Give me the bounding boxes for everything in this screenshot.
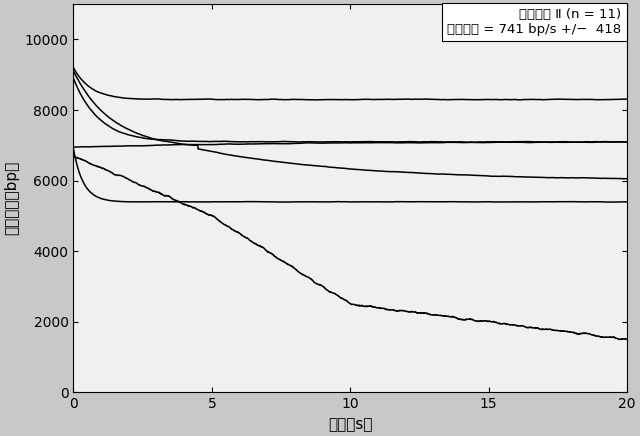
Text: 完全頭部 Ⅱ (n = 11)
平均速度 = 741 bp/s +/−  418: 完全頭部 Ⅱ (n = 11) 平均速度 = 741 bp/s +/− 418: [447, 8, 621, 36]
Y-axis label: テザー長（bp）: テザー長（bp）: [4, 161, 19, 235]
X-axis label: 時間（s）: 時間（s）: [328, 417, 372, 432]
